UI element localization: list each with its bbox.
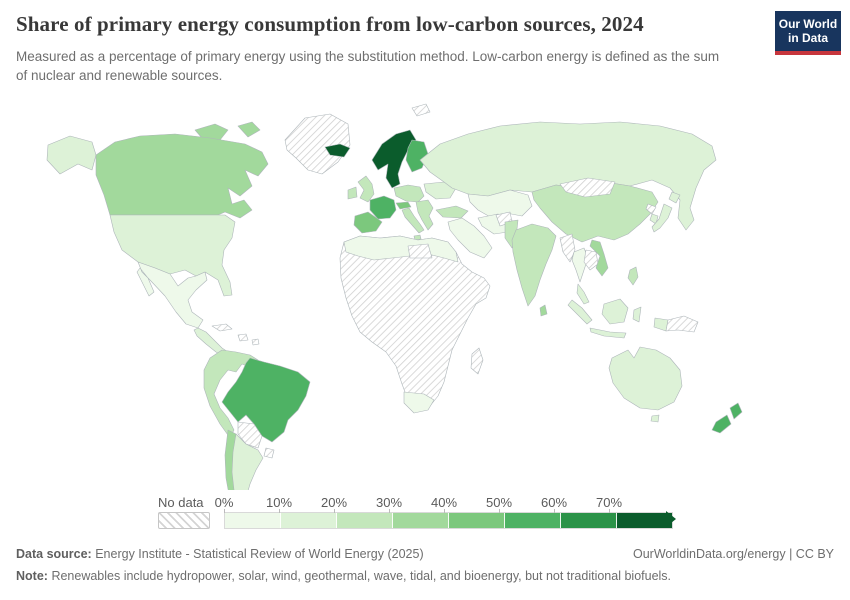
owid-link[interactable]: OurWorldinData.org/energy | CC BY [632,547,834,561]
legend-bucket-30-40%[interactable] [393,513,449,528]
map-region-alpine[interactable] [395,201,412,210]
map-region-balkans[interactable] [415,199,434,231]
legend-tick-label: 0% [214,495,234,510]
legend-tick-label: 30% [375,495,403,510]
map-region-turkey[interactable] [435,205,469,219]
legend-tick-mark [389,509,390,513]
map-region-caribbean[interactable] [211,323,260,346]
map-region-alaska[interactable] [46,135,97,175]
legend-tick-mark [279,509,280,513]
owid-logo-line2: in Data [787,31,828,45]
map-region-ireland[interactable] [347,186,358,200]
world-map [46,103,743,490]
map-region-norway-sweden[interactable] [371,129,417,189]
data-source-label: Data source: [16,547,92,561]
chart-subtitle: Measured as a percentage of primary ener… [16,49,720,84]
legend-tick-mark [499,509,500,513]
owid-logo[interactable]: Our World in Data [775,11,841,55]
page-title: Share of primary energy consumption from… [16,12,644,36]
map-region-new-zealand[interactable] [711,402,743,434]
map-region-japan[interactable] [651,191,681,233]
legend-tick-mark [554,509,555,513]
data-source-value: Energy Institute - Statistical Review of… [95,547,424,561]
map-region-france[interactable] [369,195,397,220]
owid-logo-line1: Our World [778,16,838,31]
legend-bucket-40-50%[interactable] [449,513,505,528]
legend-bucket-60-70%[interactable] [561,513,617,528]
map-region-philippines[interactable] [627,266,639,286]
map-region-sri-lanka[interactable] [539,304,548,317]
map-region-andes-north[interactable] [203,349,259,439]
map-region-central-asia[interactable] [467,189,533,219]
map-region-new-guinea[interactable] [665,315,699,333]
map-region-uruguay[interactable] [263,447,275,459]
footer: Data source: Energy Institute - Statisti… [16,547,834,561]
legend-tick-mark [334,509,335,513]
legend-no-data-label: No data [158,495,204,510]
map-region-libya[interactable] [407,243,433,259]
map-region-uk[interactable] [357,175,375,203]
legend-bar[interactable] [224,512,673,529]
map-region-arabia[interactable] [447,217,493,259]
map-region-tasmania[interactable] [650,414,660,423]
map-region-thailand[interactable] [571,247,589,283]
map-region-italy[interactable] [401,207,425,241]
legend-bucket-10-20%[interactable] [281,513,337,528]
map-region-svalbard[interactable] [411,103,431,117]
map-region-india[interactable] [511,223,557,307]
legend-tick-label: 40% [430,495,458,510]
legend-tick-mark [444,509,445,513]
map-region-mexico[interactable] [136,261,208,329]
map-region-africa-subsaharan[interactable] [339,235,491,411]
map-region-australia[interactable] [608,346,683,411]
legend-no-data-swatch[interactable] [158,512,210,529]
legend-tick-label: 50% [485,495,513,510]
map-region-south-africa[interactable] [403,391,435,414]
note-text: Renewables include hydropower, solar, wi… [51,569,672,583]
map-region-chile[interactable] [224,429,246,490]
map-region-myanmar[interactable] [559,233,576,263]
map-region-malaysia[interactable] [576,283,590,305]
legend-tick-mark [609,509,610,513]
map-region-madagascar[interactable] [470,347,484,375]
map-region-finland[interactable] [405,139,429,173]
map-region-laos-cambodia[interactable] [583,249,599,271]
legend-bucket-70%+[interactable] [617,513,672,528]
map-region-canada[interactable] [95,133,269,219]
map-region-vietnam[interactable] [589,239,609,277]
legend-tick-mark [224,509,225,513]
legend-tick-label: 70% [595,495,623,510]
map-region-north-africa[interactable] [343,235,459,263]
legend-color-scale[interactable]: 0% 10% 20% 30% 40% 50% 60% 70% [215,494,694,530]
map-region-indonesia[interactable] [567,298,669,339]
legend-bucket-20-30%[interactable] [337,513,393,528]
map-region-central-europe[interactable] [393,184,425,203]
legend-bucket-50-60%[interactable] [505,513,561,528]
footer-note: Note: Renewables include hydropower, sol… [16,569,834,583]
legend-tick-label: 10% [265,495,293,510]
map-region-iceland[interactable] [324,143,351,158]
legend-tick-label: 20% [320,495,348,510]
map-region-iberia[interactable] [353,211,383,234]
legend-open-ended-arrow [666,511,676,527]
data-source-text: Data source: Energy Institute - Statisti… [16,547,424,561]
map-region-bolivia-paraguay[interactable] [237,421,263,449]
legend-tick-label: 60% [540,495,568,510]
note-label: Note: [16,569,48,583]
owid-logo-red-strip [775,51,841,55]
map-region-mongolia[interactable] [559,177,616,198]
map-region-greenland[interactable] [284,113,351,175]
legend-bucket-0-10%[interactable] [225,513,281,528]
